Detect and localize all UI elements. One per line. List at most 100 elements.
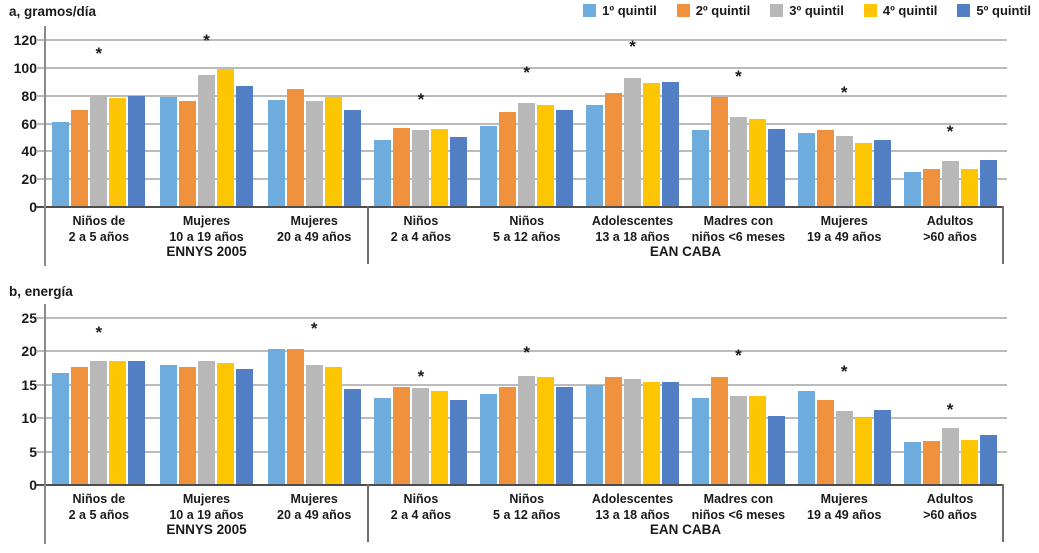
bar-quintil-1 xyxy=(903,442,921,485)
bar-quintil-3 xyxy=(835,410,853,485)
section-labels-b: ENNYS 2005 EAN CABA xyxy=(45,522,1003,537)
bar-group-niños-2-a-4-años: * xyxy=(368,40,474,207)
legend-label: 3º quintil xyxy=(789,3,844,18)
bar-quintil-2 xyxy=(816,399,834,485)
legend-label: 2º quintil xyxy=(695,3,751,18)
bar-group-niños-de-2-a-5-años: * xyxy=(45,318,153,485)
category-label-line: 20 a 49 años xyxy=(277,508,352,523)
significance-asterisk: * xyxy=(735,67,742,87)
legend-item-quintil-2: 2º quintil xyxy=(676,3,751,18)
bar-quintil-1 xyxy=(797,391,815,485)
bar-quintil-3 xyxy=(941,427,959,485)
panel-b-title: b, energía xyxy=(9,284,73,299)
category-label: Niños 5 a 12 años xyxy=(474,213,580,246)
category-label-line: 5 a 12 años xyxy=(493,508,561,523)
bar-sections: * * * * * * * xyxy=(45,318,1003,485)
y-tick-120: 120 xyxy=(13,32,37,48)
bar-quintil-3 xyxy=(412,388,430,485)
bar-quintil-1 xyxy=(586,105,604,207)
section-ean-caba: * * * * * xyxy=(368,318,1003,485)
bar-quintil-5 xyxy=(767,415,785,485)
bar-quintil-3 xyxy=(624,378,642,485)
category-label-section: Niños de 2 a 5 años Mujeres 10 a 19 años Muj… xyxy=(45,491,368,524)
significance-asterisk: * xyxy=(946,121,954,141)
bar-quintil-2 xyxy=(393,386,411,485)
panel-gramos-dia: a, gramos/día 1º quintil 2º quintil 3º qui… xyxy=(0,3,1031,266)
bar-quintil-5 xyxy=(343,109,361,207)
section-ennys-2005: * * xyxy=(45,318,368,485)
gridline-20 xyxy=(36,350,1007,353)
bar-quintil-5 xyxy=(128,95,146,207)
panel-energia: b, energía 0 5 10 15 20 25 * * * * * * * Niños de 2 … xyxy=(0,278,1039,553)
bar-quintil-2 xyxy=(922,169,940,207)
category-label-line: 13 a 18 años xyxy=(595,230,670,245)
axis-line-left xyxy=(44,26,46,266)
category-label-line: Niños xyxy=(509,214,545,228)
bar-quintil-4 xyxy=(643,83,661,207)
bar-quintil-3 xyxy=(305,365,323,485)
category-label-line: Madres con xyxy=(703,214,774,228)
bar-quintil-5 xyxy=(236,85,253,207)
bar-quintil-1 xyxy=(480,394,498,485)
category-label-line: 2 a 5 años xyxy=(68,508,130,523)
category-label-line: 5 a 12 años xyxy=(493,230,561,245)
category-label-line: Mujeres xyxy=(182,492,231,506)
bar-quintil-5 xyxy=(767,129,785,207)
bar-quintil-1 xyxy=(160,97,177,207)
legend-item-quintil-4: 4º quintil xyxy=(863,3,938,18)
legend-swatch-quintil-3 xyxy=(770,4,784,17)
gridline-80 xyxy=(36,94,1007,97)
bar-quintil-5 xyxy=(662,382,680,485)
bar-quintil-2 xyxy=(71,109,89,207)
bar-quintil-1 xyxy=(797,133,815,207)
bar-quintil-4 xyxy=(748,119,766,207)
significance-asterisk: * xyxy=(523,63,531,83)
category-label: Mujeres 20 a 49 años xyxy=(260,491,368,524)
category-label-line: niños <6 meses xyxy=(691,230,786,245)
category-label: Niños 2 a 4 años xyxy=(368,491,474,524)
bar-quintil-1 xyxy=(52,372,70,485)
bar-group-niños-2-a-4-años: * xyxy=(368,318,474,485)
category-label-line: 10 a 19 años xyxy=(169,508,244,523)
category-label: Madres con niños <6 meses xyxy=(685,491,791,524)
section-label-ennys-2005: ENNYS 2005 xyxy=(166,244,247,259)
category-label: Adolescentes 13 a 18 años xyxy=(580,213,686,246)
category-label-section: Niños de 2 a 5 años Mujeres 10 a 19 años Muj… xyxy=(45,213,368,246)
bar-quintil-3 xyxy=(90,95,108,207)
bar-quintil-5 xyxy=(979,159,997,207)
legend-label: 4º quintil xyxy=(882,3,938,18)
bar-group-madres-con-niños-<6-meses: * xyxy=(685,40,791,207)
category-label-line: Adolescentes xyxy=(591,214,674,228)
legend-item-quintil-1: 1º quintil xyxy=(583,3,657,18)
bar-quintil-3 xyxy=(518,376,536,485)
bar-group-adolescentes-13-a-18-años xyxy=(580,318,686,485)
section-ean-caba: * * * * * * xyxy=(368,38,1003,207)
y-tick-20: 20 xyxy=(21,171,37,188)
bar-quintil-1 xyxy=(52,122,70,207)
section-labels-a: ENNYS 2005 EAN CABA xyxy=(45,244,1003,259)
bar-quintil-5 xyxy=(236,368,253,485)
bar-quintil-1 xyxy=(374,140,392,207)
category-label: Mujeres 10 a 19 años xyxy=(153,491,261,524)
category-label-line: Niños de xyxy=(72,492,126,506)
bar-sections: * * * * * * * * xyxy=(45,32,1003,207)
category-label: Niños de 2 a 5 años xyxy=(45,491,153,524)
category-label-line: 10 a 19 años xyxy=(169,230,244,245)
bar-quintil-2 xyxy=(710,97,728,207)
bar-quintil-4 xyxy=(324,366,342,485)
y-tick-40: 40 xyxy=(21,143,37,160)
significance-asterisk: * xyxy=(840,82,848,102)
category-label-line: Niños xyxy=(403,214,439,228)
bar-quintil-4 xyxy=(960,440,978,485)
gridline-120 xyxy=(36,39,1007,41)
category-label: Madres con niños <6 meses xyxy=(685,213,791,246)
category-label-line: 19 a 49 años xyxy=(807,508,882,523)
significance-asterisk: * xyxy=(946,399,954,419)
y-tick-100: 100 xyxy=(13,59,37,76)
bar-quintil-3 xyxy=(412,130,430,207)
y-axis-labels-a: 0 20 40 60 80 100 120 xyxy=(0,32,37,215)
bar-quintil-1 xyxy=(903,172,921,207)
category-label: Mujeres 19 a 49 años xyxy=(791,491,897,524)
legend-label: 1º quintil xyxy=(602,3,657,18)
y-tick-25: 25 xyxy=(21,310,37,326)
